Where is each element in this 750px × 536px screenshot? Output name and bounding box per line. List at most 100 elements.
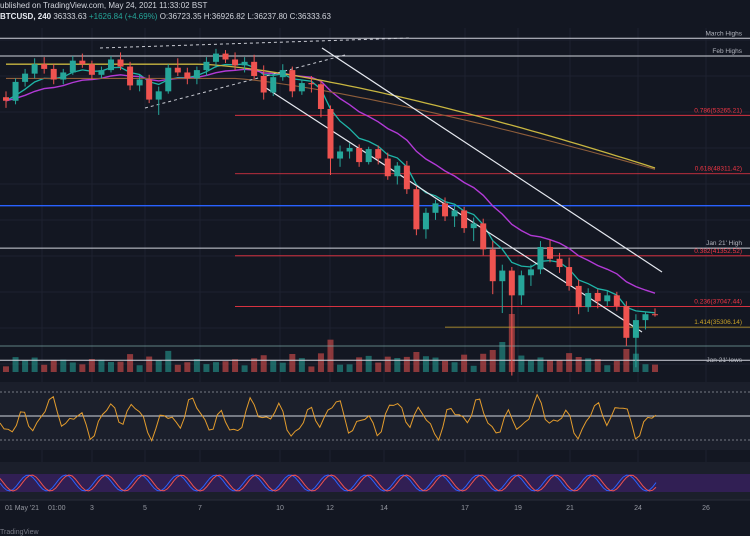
- publish-info: ublished on TradingView.com, May 24, 202…: [0, 0, 750, 12]
- volume-bar: [346, 364, 353, 372]
- x-tick-label: 26: [702, 505, 710, 512]
- level-label: 1.414(35306.14): [694, 319, 742, 326]
- volume-bar: [41, 364, 48, 372]
- volume-bar: [470, 365, 477, 372]
- footer-brand: TradingView: [0, 529, 39, 536]
- volume-bar: [136, 365, 143, 372]
- candle-body: [203, 61, 210, 71]
- volume-bar: [518, 355, 525, 372]
- volume-bar: [184, 362, 191, 372]
- candle-body: [652, 314, 658, 316]
- rsi-line: [0, 393, 657, 443]
- volume-bar: [88, 359, 95, 372]
- volume-bar: [107, 362, 114, 372]
- volume-bar: [413, 352, 420, 372]
- stoch-rsi-panel: [0, 462, 750, 500]
- candle-body: [442, 203, 449, 217]
- candle-body: [117, 59, 124, 67]
- candle-body: [107, 59, 114, 71]
- candle-body: [432, 203, 439, 213]
- candle-body: [212, 53, 219, 62]
- candle-body: [31, 64, 38, 74]
- candle-body: [279, 70, 286, 78]
- volume-bar: [527, 360, 534, 372]
- candle-body: [298, 83, 305, 92]
- volume-bar: [222, 361, 229, 372]
- candle-body: [251, 61, 258, 76]
- volume-bar: [566, 353, 573, 372]
- volume-bar: [537, 357, 544, 372]
- ma100-line: [6, 63, 656, 169]
- volume-bar: [127, 354, 134, 372]
- candle-body: [461, 210, 468, 229]
- candle-body: [537, 246, 544, 270]
- volume-bar: [451, 362, 458, 372]
- candle-body: [260, 75, 267, 93]
- candle-body: [365, 149, 372, 163]
- x-tick-label: 3: [90, 505, 94, 512]
- candle-body: [50, 68, 57, 80]
- candle-body: [222, 53, 229, 60]
- volume-bar: [232, 359, 239, 372]
- stoch-d-line: [0, 474, 657, 492]
- volume-bar: [604, 365, 611, 372]
- candle-body: [642, 314, 649, 321]
- publish-text: ublished on TradingView.com, May 24, 202…: [0, 1, 208, 10]
- level-label: Feb Highs: [712, 48, 742, 55]
- candle-body: [346, 147, 353, 152]
- candle-body: [88, 64, 95, 75]
- volume-bar: [22, 360, 29, 372]
- candle-body: [136, 79, 143, 86]
- volume-bar: [251, 358, 258, 372]
- volume-bar: [155, 360, 162, 372]
- volume-bar: [432, 357, 439, 372]
- candle-body: [403, 165, 410, 190]
- ema50-line: [5, 68, 656, 294]
- x-tick-label: 5: [143, 505, 147, 512]
- candle-body: [499, 270, 506, 282]
- time-axis: 01 May '21 01:00 3 5 7 10 12 14 17 19 21 24 26: [0, 499, 750, 512]
- x-tick-label: 7: [198, 505, 202, 512]
- x-tick-label: 01 May '21: [5, 505, 39, 512]
- x-tick-label: 19: [514, 505, 522, 512]
- quote-value: 36333.63: [53, 12, 87, 21]
- candle-body: [98, 70, 105, 75]
- volume-bar: [547, 360, 554, 372]
- candle-body: [422, 212, 429, 230]
- level-label: March Highs: [706, 30, 743, 37]
- candle-body: [585, 292, 592, 308]
- candle-body: [60, 72, 67, 80]
- ma200-line: [6, 77, 656, 170]
- candle-body: [337, 151, 344, 159]
- volume-bar: [556, 360, 563, 372]
- candle-body: [508, 270, 515, 296]
- candle-body: [270, 77, 277, 93]
- candle-body: [3, 97, 9, 101]
- volume-bar: [279, 362, 286, 372]
- candle-body: [480, 223, 487, 250]
- volume-bar: [594, 359, 601, 372]
- volume-bar: [652, 364, 658, 372]
- candle-body: [317, 84, 324, 110]
- change-value: +1626.84 (+4.69%): [88, 12, 158, 21]
- volume-bar: [212, 362, 219, 372]
- symbol-label[interactable]: BTCUSD, 240: [0, 12, 52, 21]
- candle-body: [470, 223, 477, 229]
- volume-bar: [317, 353, 324, 372]
- x-tick-label: 12: [326, 505, 334, 512]
- volume-bar: [146, 356, 153, 372]
- candle-body: [22, 73, 29, 82]
- candle-body: [566, 267, 573, 286]
- volume-bar: [50, 360, 57, 372]
- volume-bar: [442, 360, 449, 372]
- level-label: 0.786(53265.21): [694, 107, 742, 114]
- volume-bar: [193, 359, 200, 372]
- candle-body: [41, 64, 48, 69]
- level-label: Jan 21' lows: [706, 357, 742, 364]
- candle-body: [356, 147, 363, 163]
- candle-body: [518, 275, 525, 296]
- volume-bar: [3, 366, 9, 372]
- wedge-lower: [144, 54, 346, 109]
- candle-body: [165, 67, 172, 92]
